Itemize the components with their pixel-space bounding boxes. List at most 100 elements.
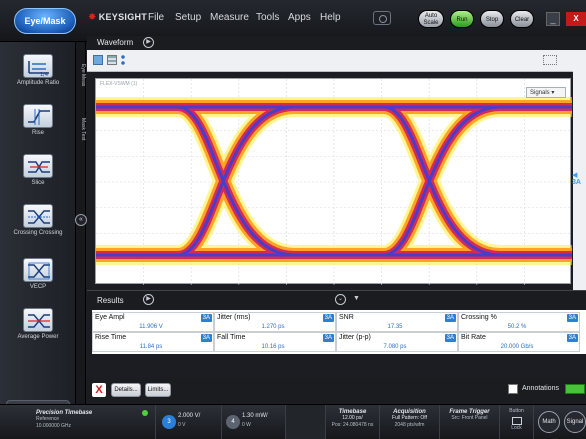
menu-tools[interactable]: Tools (256, 12, 280, 23)
math-button[interactable]: Math (538, 411, 560, 433)
result-name: Rise Time (95, 334, 127, 341)
tool-crossing[interactable]: Crossing Crossing (10, 204, 66, 237)
collapse-panel-button[interactable]: « (75, 214, 87, 226)
slice-icon (23, 154, 53, 178)
frame-trigger-title: Frame Trigger (449, 409, 490, 415)
channel-badge: 3A (444, 334, 456, 342)
screenshot-camera-icon[interactable] (373, 11, 391, 25)
single-grid-icon[interactable] (93, 55, 103, 65)
tab-eye-meas[interactable]: Eye Meas (80, 63, 86, 87)
result-value: 11.84 ps (139, 344, 163, 350)
average-power-icon (23, 308, 53, 332)
result-jitter-rms[interactable]: Jitter (rms) 3A 1.270 ps (214, 312, 336, 332)
pin-icon[interactable]: ▼ (353, 295, 360, 302)
autoscale-button[interactable]: Auto Scale (418, 10, 444, 28)
channel-badge: 3A (566, 334, 578, 342)
collapse-results-icon[interactable]: ⌄ (335, 294, 346, 305)
lock-section[interactable]: Button Lock (500, 405, 534, 439)
results-header: Results ▶ ⌄ ▼ (87, 290, 586, 308)
channel-badge: 3A (566, 314, 578, 322)
result-eye-ampl[interactable]: Eye Ampl 3A 11.906 V (92, 312, 214, 332)
menu-measure[interactable]: Measure (210, 12, 249, 23)
results-toolbar: X Details... Limits... Annotations (87, 378, 586, 402)
eye-diagram-display[interactable]: FLEX-VSWM (1) Signals ▾ (95, 78, 572, 285)
lock-label: Lock (511, 425, 522, 431)
tool-average-power[interactable]: Average Power (10, 308, 66, 341)
annotations-label: Annotations (522, 385, 559, 392)
result-jitter-pp[interactable]: Jitter (p-p) 3A 7.080 ps (336, 332, 458, 352)
brand-label: KEYSIGHT (98, 12, 148, 22)
tool-crossing-label: Crossing Crossing (13, 230, 63, 236)
result-name: Crossing % (461, 314, 497, 321)
signals-dropdown[interactable]: Signals ▾ (526, 87, 566, 98)
result-bit-rate[interactable]: Bit Rate 3A 20.000 Gb/s (458, 332, 580, 352)
timebase-ref-label: Reference (36, 416, 60, 422)
eye-mask-mode-button[interactable]: Eye/Mask (14, 8, 76, 34)
result-value: 20.000 Gb/s (500, 344, 534, 350)
channel-4-section[interactable]: 4 1.30 mW/ 0 W (222, 405, 286, 439)
tool-amplitude-ratio[interactable]: 1/4 Amplitude Ratio (10, 54, 66, 87)
timebase-section[interactable]: Timebase 12.00 ps/ Pos: 24.080478 ns (326, 405, 380, 439)
ch3-offset: 0 V (178, 422, 186, 428)
clear-button[interactable]: Clear (510, 10, 534, 28)
stacked-grid-icon[interactable] (107, 55, 117, 65)
rise-time-icon (23, 104, 53, 128)
close-button[interactable]: X (566, 12, 586, 26)
zoom-box-icon[interactable] (543, 55, 557, 65)
result-fall-time[interactable]: Fall Time 3A 10.16 ps (214, 332, 336, 352)
more-options-icon[interactable] (121, 55, 125, 65)
result-snr[interactable]: SNR 3A 17.35 (336, 312, 458, 332)
result-value: 50.2 % (507, 324, 527, 330)
channel-badge: 3A (200, 314, 212, 322)
channel-4-icon: 4 (226, 415, 240, 429)
waveform-menu-arrow-icon[interactable]: ▶ (143, 37, 154, 48)
menu-file[interactable]: File (148, 12, 165, 23)
channel-badge: 3A (322, 314, 334, 322)
delete-measurement-button[interactable]: X (92, 383, 106, 397)
acquisition-section[interactable]: Acquisition Full Pattern: Off 2048 pts/w… (380, 405, 440, 439)
annotations-checkbox[interactable] (508, 384, 518, 394)
timebase-value: 12.00 ps/ (342, 415, 363, 421)
eye-trace (96, 97, 572, 265)
tool-amplitude-ratio-label: Amplitude Ratio (16, 80, 60, 86)
timebase-reference-section[interactable]: Precision Timebase Reference 10.000000 G… (0, 405, 156, 439)
status-bar: Precision Timebase Reference 10.000000 G… (0, 404, 586, 439)
result-rise-time[interactable]: Rise Time 3A 11.84 ps (92, 332, 214, 352)
svg-text:1/4: 1/4 (40, 72, 48, 77)
results-table: Eye Ampl 3A 11.906 V Jitter (rms) 3A 1.2… (92, 310, 586, 354)
minimize-button[interactable]: _ (546, 12, 560, 26)
tab-mask-test[interactable]: Mask Test (80, 117, 86, 141)
signal-button[interactable]: Signal (564, 411, 586, 433)
menu-help[interactable]: Help (320, 12, 341, 23)
frame-trigger-value: Src: Front Panel (451, 415, 488, 421)
results-title: Results (97, 296, 124, 305)
stop-button[interactable]: Stop (480, 10, 504, 28)
empty-slot (286, 405, 326, 439)
results-menu-arrow-icon[interactable]: ▶ (143, 294, 154, 305)
channel-3-section[interactable]: 3 2.000 V/ 0 V (156, 405, 222, 439)
timebase-title: Timebase (338, 409, 367, 415)
tool-vecp[interactable]: VECP (10, 258, 66, 291)
eye-trace-core (96, 105, 572, 257)
frame-trigger-section[interactable]: Frame Trigger Src: Front Panel (440, 405, 500, 439)
limits-button[interactable]: Limits... (145, 383, 171, 397)
result-value: 17.35 (387, 324, 403, 330)
tool-slice[interactable]: Slice (10, 154, 66, 187)
channel-3a-marker[interactable]: ◀ 3A (572, 172, 581, 186)
result-value: 1.270 ps (261, 324, 285, 330)
precision-timebase-label: Precision Timebase (36, 410, 93, 416)
run-button[interactable]: Run (450, 10, 474, 28)
menu-setup[interactable]: Setup (175, 12, 202, 23)
tool-vecp-label: VECP (29, 284, 47, 290)
menu-bar: Eye/Mask ✸ KEYSIGHT File Setup Measure To… (0, 0, 586, 42)
menu-apps[interactable]: Apps (288, 12, 311, 23)
tool-rise[interactable]: Rise (10, 104, 66, 137)
details-button[interactable]: Details... (111, 383, 141, 397)
annotations-toggle[interactable] (565, 384, 585, 394)
waveform-toolbar (87, 50, 586, 72)
result-name: Fall Time (217, 334, 246, 341)
eye-diagram-plot (96, 79, 572, 285)
result-name: Eye Ampl (95, 314, 125, 321)
autoscale-label-1: Auto (424, 13, 438, 19)
result-crossing[interactable]: Crossing % 3A 50.2 % (458, 312, 580, 332)
